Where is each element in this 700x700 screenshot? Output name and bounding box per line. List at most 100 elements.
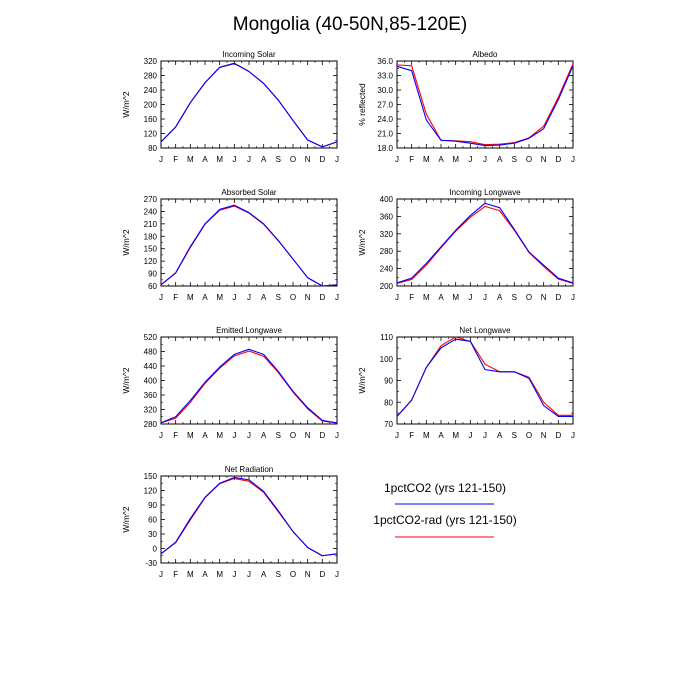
y-tick-label: 110 [380, 333, 393, 342]
y-tick-label: 240 [144, 207, 158, 216]
series-line-1 [160, 205, 338, 287]
x-tick-label: J [335, 570, 339, 579]
x-tick-label: S [276, 293, 281, 302]
x-tick-label: A [497, 431, 503, 440]
x-tick-label: M [423, 431, 430, 440]
series-line-0 [160, 476, 338, 557]
y-tick-label: 280 [380, 247, 394, 256]
y-tick-label: 60 [148, 516, 157, 525]
figure-title: Mongolia (40-50N,85-120E) [233, 14, 467, 35]
legend-label-0: 1pctCO2 (yrs 121-150) [384, 481, 506, 495]
x-tick-label: O [290, 431, 296, 440]
x-tick-label: J [483, 155, 487, 164]
y-tick-label: 400 [144, 377, 158, 386]
x-tick-label: J [571, 293, 575, 302]
panel-title: Incoming Longwave [449, 188, 521, 197]
plot-frame [160, 475, 338, 564]
y-axis-label: W/m^2 [357, 229, 367, 255]
x-tick-label: N [305, 155, 311, 164]
x-tick-label: M [216, 155, 223, 164]
panel-title: Albedo [473, 50, 498, 59]
y-tick-label: 280 [144, 420, 158, 429]
panel-title: Net Radiation [225, 465, 273, 474]
y-tick-label: 320 [144, 57, 158, 66]
x-tick-label: J [247, 570, 251, 579]
x-tick-label: O [290, 570, 296, 579]
x-tick-label: J [247, 293, 251, 302]
series-line-0 [160, 62, 338, 148]
x-tick-label: J [232, 293, 236, 302]
y-axis-label: W/m^2 [121, 506, 131, 532]
x-tick-label: J [395, 155, 399, 164]
x-tick-label: F [409, 155, 414, 164]
x-tick-label: J [232, 155, 236, 164]
series-line-1 [396, 336, 573, 417]
x-tick-label: M [452, 431, 459, 440]
y-tick-label: 270 [144, 195, 158, 204]
x-tick-label: J [395, 293, 399, 302]
y-tick-label: 150 [144, 245, 158, 254]
series-line-1 [160, 62, 338, 148]
x-tick-label: O [290, 155, 296, 164]
x-tick-label: J [335, 155, 339, 164]
x-tick-label: A [261, 155, 267, 164]
y-tick-label: 240 [380, 265, 394, 274]
x-tick-label: M [452, 155, 459, 164]
x-tick-label: S [512, 431, 517, 440]
series-line-0 [396, 65, 574, 147]
x-tick-label: A [438, 431, 444, 440]
x-tick-label: M [187, 431, 194, 440]
y-tick-label: 120 [144, 257, 158, 266]
x-tick-label: D [319, 155, 325, 164]
x-tick-label: A [261, 570, 267, 579]
panel-title: Emitted Longwave [216, 326, 282, 335]
y-tick-label: 60 [148, 282, 157, 291]
series-line-1 [160, 350, 338, 424]
y-axis-label: W/m^2 [357, 367, 367, 393]
x-tick-label: F [173, 155, 178, 164]
x-tick-label: J [159, 293, 163, 302]
x-tick-label: F [173, 293, 178, 302]
y-tick-label: 18.0 [377, 144, 393, 153]
y-tick-label: 36.0 [377, 57, 393, 66]
x-tick-label: J [159, 431, 163, 440]
plot-frame [160, 60, 338, 149]
x-tick-label: A [202, 155, 208, 164]
y-axis-label: W/m^2 [121, 91, 131, 117]
x-tick-label: J [232, 431, 236, 440]
x-tick-label: F [173, 570, 178, 579]
x-tick-label: S [276, 155, 281, 164]
y-tick-label: 360 [380, 212, 394, 221]
y-tick-label: 120 [144, 130, 158, 139]
y-axis-label: W/m^2 [121, 367, 131, 393]
y-tick-label: 200 [380, 282, 394, 291]
x-tick-label: J [335, 431, 339, 440]
x-tick-label: O [526, 293, 532, 302]
x-tick-label: A [202, 570, 208, 579]
y-tick-label: 0 [153, 545, 158, 554]
series-line-0 [160, 204, 338, 287]
y-tick-label: 400 [380, 195, 394, 204]
x-tick-label: D [319, 293, 325, 302]
x-tick-label: N [305, 293, 311, 302]
series-line-0 [160, 348, 338, 424]
series-line-1 [396, 63, 574, 146]
x-tick-label: J [335, 293, 339, 302]
x-tick-label: J [468, 431, 472, 440]
x-tick-label: A [438, 155, 444, 164]
x-tick-label: D [555, 293, 561, 302]
x-tick-label: A [438, 293, 444, 302]
x-tick-label: M [187, 155, 194, 164]
y-tick-label: 33.0 [377, 72, 393, 81]
x-tick-label: S [512, 293, 517, 302]
y-axis-label: % reflected [357, 83, 367, 126]
y-tick-label: 120 [144, 487, 158, 496]
x-tick-label: M [423, 293, 430, 302]
panel-title: Absorbed Solar [221, 188, 276, 197]
x-tick-label: N [541, 155, 547, 164]
